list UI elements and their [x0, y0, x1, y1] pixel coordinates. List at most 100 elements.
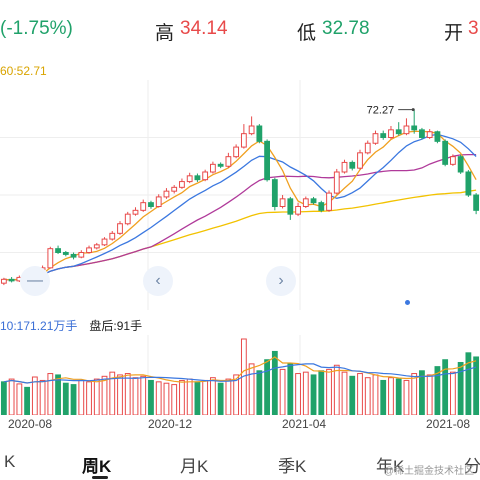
peak-marker-dot: [411, 108, 415, 112]
volume-bar: [302, 371, 309, 416]
candle-body: [465, 171, 472, 196]
volume-ma10-line: [3, 363, 477, 384]
candle-body: [372, 133, 379, 144]
current-position-dot: [405, 300, 410, 305]
candle-body: [240, 133, 247, 148]
volume-bar: [372, 374, 379, 416]
kline-chart[interactable]: 72.27 — ‹ ›: [0, 80, 480, 310]
volume-bar: [8, 378, 15, 416]
peak-price-label: 72.27: [367, 105, 395, 117]
tab-quarter[interactable]: 季K: [278, 457, 307, 476]
candle-body: [86, 247, 92, 253]
volume-bar: [225, 378, 232, 416]
high-label: 高: [155, 23, 175, 44]
volume-bar: [24, 386, 30, 416]
volume-bar: [450, 371, 456, 416]
active-tab-indicator: [92, 476, 108, 479]
ma20-line: [3, 153, 477, 281]
volume-bar: [287, 363, 294, 416]
candle-body: [210, 163, 216, 173]
candle-body: [310, 198, 317, 204]
volume-bar: [256, 370, 263, 416]
volume-bar: [186, 378, 193, 416]
ma60-readout: 60:52.71: [0, 64, 47, 78]
after-hours-volume: 盘后:91手: [89, 319, 143, 333]
volume-bar: [341, 371, 348, 416]
candle-body: [295, 206, 301, 215]
candle-body: [93, 244, 100, 249]
ma10-line: [3, 133, 477, 281]
volume-bar: [179, 379, 185, 416]
volume-ma10: 10:171.21万手: [0, 319, 78, 333]
volume-bar: [357, 373, 363, 416]
volume-bar: [132, 377, 139, 416]
volume-bar: [217, 382, 224, 416]
candle-body: [8, 278, 15, 282]
candle-body: [0, 278, 7, 284]
candle-body: [163, 190, 170, 198]
tab-year[interactable]: 年K: [376, 457, 405, 476]
candle-body: [62, 252, 69, 255]
volume-ma5-line: [3, 356, 477, 384]
volume-bar: [419, 370, 425, 416]
candle-body: [194, 175, 201, 181]
volume-bar: [124, 373, 131, 416]
candle-body: [426, 131, 433, 138]
candle-body: [124, 213, 131, 225]
candle-body: [434, 131, 441, 142]
candle-body: [225, 156, 232, 167]
candle-body: [78, 252, 85, 258]
candle-body: [109, 232, 116, 240]
high-value: 34.14: [180, 18, 228, 39]
candle-body: [101, 238, 108, 246]
volume-bar: [310, 374, 317, 416]
candle-body: [457, 156, 464, 173]
low-label: 低: [297, 23, 317, 44]
candle-body: [403, 125, 410, 135]
volume-chart[interactable]: [0, 335, 480, 416]
volume-bar: [403, 379, 410, 416]
candle-body: [473, 194, 480, 211]
candle-body: [117, 223, 123, 234]
volume-bar: [70, 384, 77, 416]
volume-bar: [364, 377, 371, 416]
volume-bar: [16, 383, 23, 416]
candle-body: [264, 140, 270, 181]
zoom-out-button[interactable]: —: [20, 266, 50, 296]
candle-body: [326, 192, 332, 211]
candle-body: [140, 202, 147, 211]
volume-bar: [457, 361, 464, 416]
candle-body: [217, 163, 224, 167]
date-tick: 2021-08: [426, 417, 471, 431]
candle-body: [70, 253, 77, 258]
volume-bar: [31, 376, 38, 416]
prev-period-button[interactable]: ‹: [143, 266, 173, 296]
candle-body: [349, 161, 356, 169]
candle-body: [171, 186, 178, 192]
volume-bar: [295, 373, 301, 416]
open-value: 3: [468, 18, 479, 39]
volume-bar: [248, 363, 255, 416]
date-tick: 2020-08: [8, 417, 53, 431]
tab-day[interactable]: K: [4, 452, 16, 471]
tab-week[interactable]: 周K: [82, 457, 112, 476]
candle-body: [395, 129, 402, 135]
tab-minute[interactable]: 分: [464, 457, 480, 476]
candle-body: [333, 171, 340, 194]
volume-bar: [426, 374, 433, 416]
volume-bar: [78, 379, 85, 416]
volume-bar: [101, 375, 108, 416]
volume-bar: [62, 382, 69, 416]
volume-bar: [388, 377, 394, 416]
low-value: 32.78: [322, 18, 370, 39]
volume-bar: [117, 374, 123, 416]
volume-bar: [202, 379, 209, 416]
tab-month[interactable]: 月K: [180, 457, 209, 476]
volume-bar: [380, 379, 387, 416]
candle-body: [450, 156, 456, 165]
volume-bar: [264, 359, 270, 416]
next-period-button[interactable]: ›: [266, 266, 296, 296]
volume-bar: [171, 384, 178, 416]
volume-bar: [0, 381, 7, 416]
date-tick: 2021-04: [282, 417, 327, 431]
